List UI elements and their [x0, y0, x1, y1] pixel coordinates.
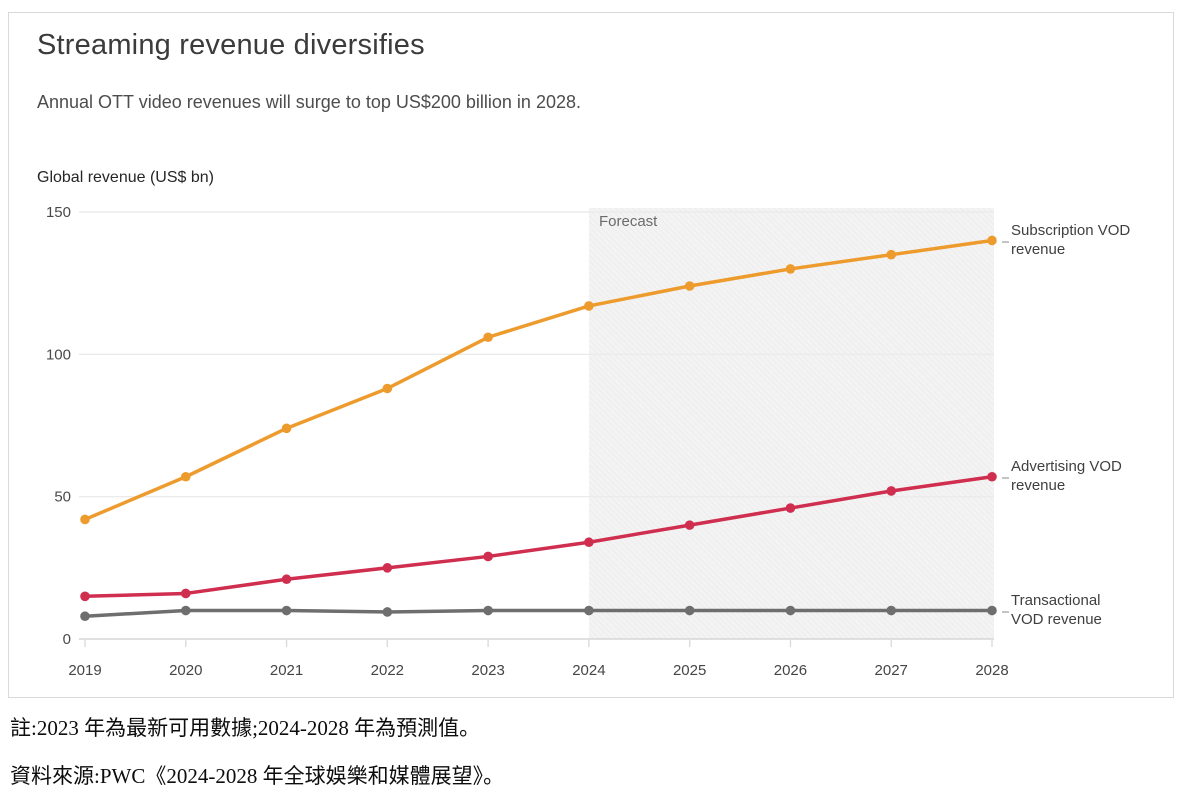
y-tick-label: 150: [46, 204, 71, 221]
series-line-advertising-vod-revenue: [83, 474, 994, 599]
y-tick-label: 50: [54, 489, 71, 506]
x-tick-label: 2023: [471, 662, 504, 679]
x-tick-label: 2022: [371, 662, 404, 679]
series-line-subscription-vod-revenue: [83, 238, 994, 522]
data-point: [584, 537, 594, 548]
x-tick-label: 2020: [169, 662, 202, 679]
series-label-advertising-vod: Advertising VOD revenue: [1011, 458, 1122, 495]
data-point: [785, 264, 796, 274]
chart-card: Streaming revenue diversifies Annual OTT…: [8, 12, 1174, 698]
y-tick-label: 100: [46, 346, 71, 363]
label-leader-line: [1002, 611, 1009, 613]
line-chart-plot: 0 50 100 150 2019 2020 2021 2022 2023 2024 2025 202…: [46, 204, 1009, 679]
data-point: [483, 332, 493, 343]
data-point: [382, 383, 393, 394]
data-point: [987, 471, 997, 482]
chart-subtitle: Annual OTT video revenues will surge to …: [37, 92, 581, 112]
x-tick-label: 2025: [673, 662, 706, 679]
data-point: [684, 605, 695, 616]
data-point: [684, 520, 695, 530]
y-axis-title: Global revenue (US$ bn): [37, 169, 214, 186]
x-tick-label: 2021: [270, 662, 303, 679]
data-point: [180, 605, 191, 616]
data-point: [886, 486, 897, 496]
data-point: [684, 281, 695, 291]
data-point: [987, 605, 997, 616]
x-tick-label: 2024: [572, 662, 605, 679]
data-point: [80, 611, 90, 622]
data-point: [584, 605, 594, 616]
series-line-transactional-vod-revenue: [83, 608, 994, 618]
data-point: [886, 605, 897, 616]
data-point: [80, 514, 90, 525]
forecast-label: Forecast: [599, 213, 658, 230]
data-point: [785, 605, 796, 616]
chart-source: 資料來源:PWC《2024-2028 年全球娛樂和媒體展望》。: [10, 764, 505, 788]
data-point: [584, 301, 594, 311]
data-point: [180, 471, 191, 482]
data-point: [281, 423, 292, 434]
data-point: [80, 591, 90, 602]
chart-footnote: 註:2023 年為最新可用數據;2024-2028 年為預測值。: [10, 716, 481, 740]
label-leader-line: [1002, 477, 1009, 479]
data-point: [382, 607, 393, 617]
y-tick-label: 0: [63, 631, 71, 648]
data-point: [886, 249, 897, 260]
data-point: [281, 574, 292, 585]
series-label-subscription-vod: Subscription VOD revenue: [1011, 222, 1131, 259]
data-point: [281, 605, 292, 616]
x-tick-label: 2026: [774, 662, 807, 679]
data-point: [483, 551, 493, 562]
data-point: [180, 588, 191, 599]
x-tick-label: 2019: [68, 662, 101, 679]
data-point: [987, 235, 997, 246]
x-tick-label: 2028: [975, 662, 1008, 679]
chart-area: 0 50 100 150 2019 2020 2021 2022 2023 2024 2025 202…: [9, 13, 1173, 697]
data-point: [382, 563, 393, 573]
series-label-transactional-vod: Transactional VOD revenue: [1011, 592, 1102, 629]
data-point: [483, 605, 493, 616]
chart-title: Streaming revenue diversifies: [37, 29, 425, 61]
forecast-shaded-region: [589, 208, 994, 639]
x-tick-label: 2027: [875, 662, 908, 679]
label-leader-line: [1002, 241, 1009, 243]
data-point: [785, 503, 796, 513]
